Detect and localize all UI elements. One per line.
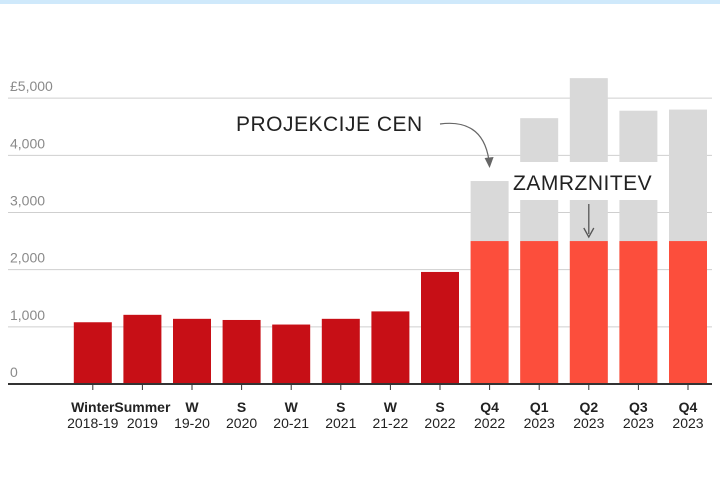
annotation-arrowhead — [484, 157, 494, 168]
x-tick-label-line1: Winter — [71, 399, 115, 415]
y-axis-ticks: 0 1,000 2,000 3,000 4,000 £5,000 — [10, 78, 53, 380]
x-tick-label-line2: 2022 — [424, 415, 455, 431]
y-tick-label: 0 — [10, 364, 18, 380]
x-tick-label-line2: 19-20 — [174, 415, 210, 431]
x-tick-label-line2: 20-21 — [273, 415, 309, 431]
x-tick-label-line2: 2021 — [325, 415, 356, 431]
x-tick-label-line2: 2020 — [226, 415, 257, 431]
bar — [272, 324, 311, 384]
annotation-arrow — [439, 122, 491, 167]
x-tick-label-line1: Q2 — [579, 399, 598, 415]
bar — [371, 311, 410, 384]
annotations: PROJEKCIJE CEN ZAMRZNITEV — [236, 113, 652, 239]
y-tick-label: 4,000 — [10, 135, 45, 151]
annotation-arrowhead — [583, 227, 595, 239]
bar — [173, 318, 211, 384]
bars — [73, 78, 707, 385]
x-tick-label-line1: Q4 — [480, 399, 499, 415]
bar — [222, 319, 261, 384]
x-tick-label-line1: Summer — [114, 399, 171, 415]
x-tick-label-line1: Q1 — [530, 399, 549, 415]
x-tick-label-line2: 2023 — [573, 415, 604, 431]
x-tick-label-line1: S — [237, 399, 246, 415]
x-tick-label-line2: 2023 — [623, 415, 654, 431]
bar — [669, 241, 707, 384]
y-tick-label: 1,000 — [10, 307, 45, 323]
annotation-backdrop — [518, 162, 660, 200]
top-accent-bar — [0, 0, 720, 4]
bar — [619, 241, 658, 384]
x-tick-label-line1: Q4 — [679, 399, 698, 415]
bar — [321, 318, 360, 384]
bar — [73, 322, 112, 384]
x-tick-label-line2: 2023 — [524, 415, 555, 431]
bar — [123, 314, 162, 384]
x-tick-label-line2: 2023 — [672, 415, 703, 431]
y-tick-label: £5,000 — [10, 78, 53, 94]
x-tick-label-line2: 21-22 — [372, 415, 408, 431]
annotation-projekcije-cen: PROJEKCIJE CEN — [236, 113, 423, 136]
bar — [470, 241, 509, 384]
x-axis: Winter2018-19Summer2019W19-20S2020W20-21… — [8, 383, 712, 431]
y-tick-label: 2,000 — [10, 250, 45, 266]
x-tick-label-line2: 2022 — [474, 415, 505, 431]
x-tick-label-line2: 2018-19 — [67, 415, 119, 431]
x-tick-label-line1: Q3 — [629, 399, 648, 415]
y-tick-label: 3,000 — [10, 192, 45, 208]
x-tick-label-line1: W — [384, 399, 398, 415]
x-tick-label-line1: W — [185, 399, 199, 415]
x-tick-label-line2: 2019 — [127, 415, 158, 431]
x-tick-label-line1: W — [285, 399, 299, 415]
bar — [520, 241, 559, 384]
x-tick-label-line1: S — [435, 399, 444, 415]
annotation-zamrznitev: ZAMRZNITEV — [513, 172, 652, 195]
bar — [569, 241, 608, 384]
bar — [421, 271, 459, 384]
x-tick-label-line1: S — [336, 399, 345, 415]
